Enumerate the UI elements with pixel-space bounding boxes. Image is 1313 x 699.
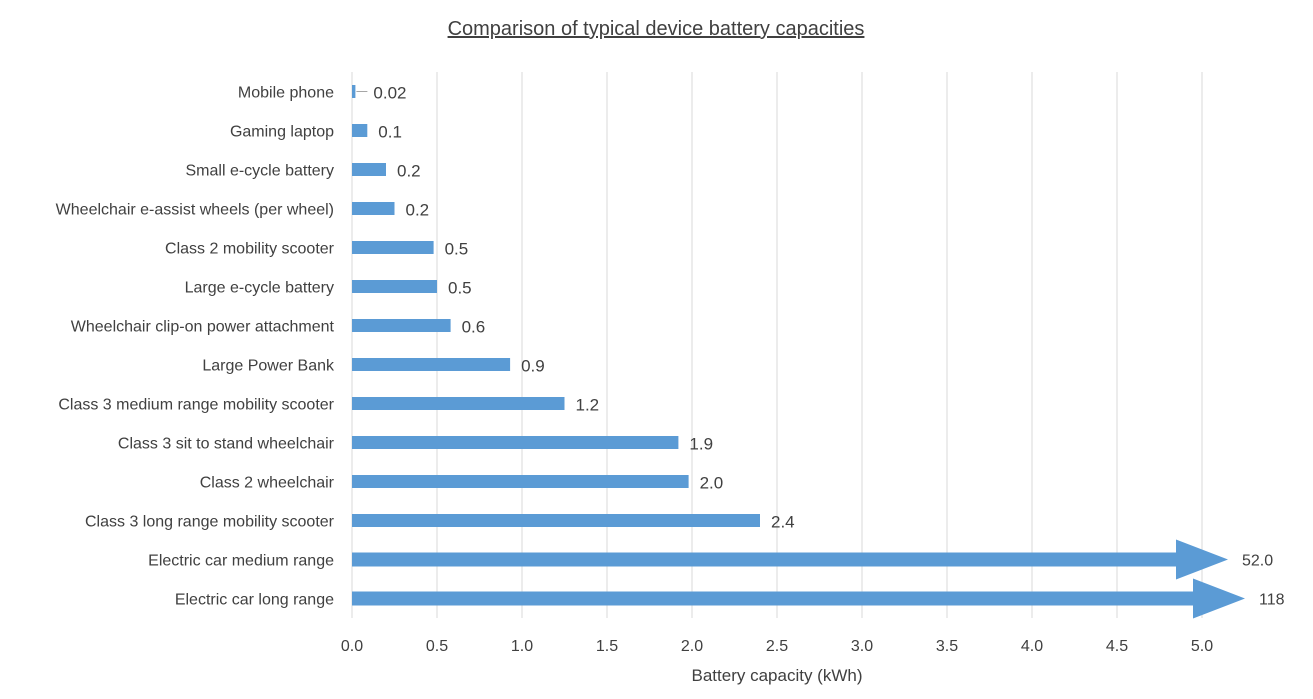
data-label: 1.9 [689, 435, 713, 454]
bar [352, 163, 386, 176]
data-label: 2.4 [771, 513, 795, 532]
chart-title: Comparison of typical device battery cap… [448, 18, 865, 40]
data-label: 52.0 [1242, 553, 1273, 570]
bar [352, 514, 760, 527]
y-category-label: Wheelchair clip-on power attachment [71, 319, 335, 336]
data-label: 0.5 [445, 240, 469, 259]
data-label: 118 [1259, 592, 1285, 609]
bar [352, 202, 395, 215]
x-tick-label: 2.0 [681, 638, 703, 655]
data-label: 0.9 [521, 357, 545, 376]
data-label: 0.1 [378, 123, 402, 142]
x-tick-label: 3.0 [851, 638, 873, 655]
y-category-label: Electric car medium range [148, 553, 334, 570]
y-category-label: Class 2 wheelchair [200, 475, 335, 492]
x-tick-label: 1.5 [596, 638, 618, 655]
data-label: 0.5 [448, 279, 472, 298]
bar-arrow [352, 539, 1228, 580]
data-label: 0.02 [373, 84, 406, 103]
y-category-label: Class 3 sit to stand wheelchair [118, 436, 335, 453]
data-label: 0.2 [406, 201, 430, 220]
y-category-label: Gaming laptop [230, 124, 334, 141]
x-tick-label: 1.0 [511, 638, 533, 655]
x-tick-label: 0.0 [341, 638, 363, 655]
bar [352, 319, 451, 332]
y-category-label: Large Power Bank [202, 358, 335, 375]
y-category-label: Large e-cycle battery [185, 280, 334, 297]
y-category-label: Electric car long range [175, 592, 334, 609]
y-category-label: Class 2 mobility scooter [165, 241, 335, 258]
y-category-label: Mobile phone [238, 85, 334, 102]
bar [352, 475, 689, 488]
x-tick-label: 5.0 [1191, 638, 1213, 655]
data-label: 1.2 [576, 396, 600, 415]
x-tick-label: 0.5 [426, 638, 448, 655]
y-category-label: Small e-cycle battery [186, 163, 335, 180]
x-tick-label: 2.5 [766, 638, 788, 655]
bar [352, 241, 434, 254]
bar [352, 124, 368, 137]
bar [352, 358, 511, 371]
bar [352, 280, 437, 293]
bar [352, 397, 565, 410]
data-label: 0.2 [397, 162, 421, 181]
bar [352, 436, 679, 449]
x-tick-label: 4.5 [1106, 638, 1128, 655]
y-category-label: Class 3 medium range mobility scooter [58, 397, 334, 414]
y-category-label: Wheelchair e-assist wheels (per wheel) [56, 202, 334, 219]
x-axis-title: Battery capacity (kWh) [692, 666, 863, 685]
x-tick-label: 4.0 [1021, 638, 1043, 655]
data-label: 0.6 [462, 318, 486, 337]
y-category-label: Class 3 long range mobility scooter [85, 514, 335, 531]
data-label: 2.0 [700, 474, 724, 493]
bar-arrow [352, 578, 1245, 619]
bar [352, 85, 356, 98]
x-tick-label: 3.5 [936, 638, 958, 655]
